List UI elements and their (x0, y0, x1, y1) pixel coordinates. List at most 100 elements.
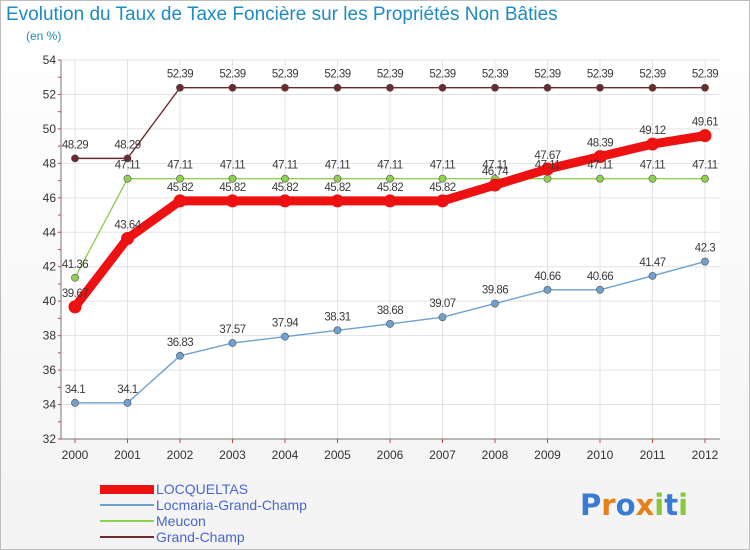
y-tick-label: 32 (43, 432, 57, 446)
legend-item: Meucon (100, 513, 206, 529)
data-label: 39.67 (62, 288, 88, 300)
data-point (701, 174, 709, 183)
data-point (228, 83, 237, 92)
data-label: 45.82 (167, 182, 193, 194)
data-point (333, 326, 342, 335)
data-label: 52.39 (377, 69, 403, 81)
data-label: 48.29 (62, 139, 88, 151)
logo-letter: i (654, 488, 665, 522)
data-point (123, 398, 132, 407)
x-tick-label: 2001 (114, 448, 141, 462)
legend-swatch (100, 520, 154, 522)
data-label: 39.86 (482, 285, 508, 297)
data-label: 47.11 (377, 160, 403, 172)
y-tick-label: 50 (43, 122, 57, 136)
logo-letter: P (580, 488, 602, 522)
data-label: 47.11 (692, 160, 718, 172)
data-label: 47.11 (220, 160, 246, 172)
data-label: 38.31 (324, 311, 350, 323)
x-tick-label: 2009 (534, 448, 561, 462)
data-label: 39.07 (429, 298, 455, 310)
data-point (123, 174, 132, 183)
data-label: 52.39 (167, 69, 193, 81)
data-point (386, 83, 394, 92)
data-point (331, 194, 344, 208)
data-label: 45.82 (377, 182, 403, 194)
data-label: 47.11 (482, 160, 508, 172)
x-tick-label: 2010 (587, 448, 614, 462)
data-label: 49.61 (692, 117, 718, 129)
data-label: 48.39 (587, 138, 613, 150)
data-label: 52.39 (429, 69, 455, 81)
legend-label: Grand-Champ (156, 529, 245, 545)
data-point (71, 154, 79, 163)
data-label: 52.39 (534, 69, 560, 81)
logo-letter: i (678, 488, 689, 522)
data-label: 52.39 (587, 69, 613, 81)
data-label: 37.94 (272, 318, 299, 330)
data-point (176, 83, 184, 92)
data-point (648, 174, 657, 183)
data-label: 41.36 (62, 259, 88, 271)
y-tick-label: 36 (43, 363, 57, 377)
data-label: 52.39 (692, 69, 718, 81)
data-label: 47.11 (430, 160, 456, 172)
data-label: 37.57 (219, 324, 245, 336)
data-label: 38.68 (377, 305, 403, 317)
data-point (436, 194, 449, 208)
legend-swatch (100, 504, 154, 506)
data-point (278, 194, 292, 208)
data-point (226, 194, 239, 208)
data-label: 42.3 (695, 243, 715, 255)
data-point (596, 174, 604, 183)
legend-item: Grand-Champ (100, 529, 245, 545)
data-label: 40.66 (587, 271, 613, 283)
data-point (228, 174, 237, 183)
data-label: 48.29 (114, 139, 140, 151)
data-point (281, 174, 289, 183)
data-label: 34.1 (117, 384, 137, 396)
data-label: 52.39 (482, 69, 508, 81)
data-label: 45.82 (272, 182, 298, 194)
data-label: 43.64 (114, 219, 141, 231)
proxiti-logo: Proxiti (580, 488, 688, 522)
data-label: 34.1 (65, 384, 85, 396)
x-tick-label: 2005 (324, 448, 351, 462)
data-label: 40.66 (534, 271, 560, 283)
data-label: 47.67 (534, 150, 560, 162)
x-tick-label: 2002 (167, 448, 194, 462)
legend-item: LOCQUELTAS (100, 481, 248, 497)
data-point (596, 285, 604, 294)
data-label: 49.12 (639, 125, 665, 137)
y-tick-label: 42 (43, 260, 57, 274)
y-tick-label: 48 (43, 156, 57, 170)
data-label: 52.39 (324, 69, 350, 81)
x-tick-label: 2011 (640, 448, 666, 462)
x-tick-label: 2004 (272, 448, 299, 462)
x-tick-label: 2003 (219, 448, 246, 462)
data-point (123, 154, 132, 163)
data-label: 36.83 (167, 337, 193, 349)
data-label: 52.39 (219, 69, 245, 81)
data-label: 46.74 (482, 166, 509, 178)
y-tick-label: 52 (43, 87, 57, 101)
data-point (386, 320, 394, 328)
data-point (491, 83, 499, 92)
data-point (648, 83, 657, 92)
data-point (71, 273, 79, 282)
logo-letter: o (615, 488, 636, 522)
data-point (173, 194, 187, 208)
data-point (543, 83, 552, 92)
data-point (701, 257, 709, 266)
legend-swatch (100, 536, 154, 538)
data-label: 47.11 (167, 160, 193, 172)
data-label: 47.11 (325, 160, 351, 172)
data-point (438, 174, 447, 183)
legend-swatch (100, 484, 154, 494)
data-point (541, 162, 554, 176)
data-label: 45.82 (429, 182, 455, 194)
data-point (176, 174, 184, 183)
data-label: 47.11 (640, 160, 666, 172)
data-point (491, 299, 499, 308)
